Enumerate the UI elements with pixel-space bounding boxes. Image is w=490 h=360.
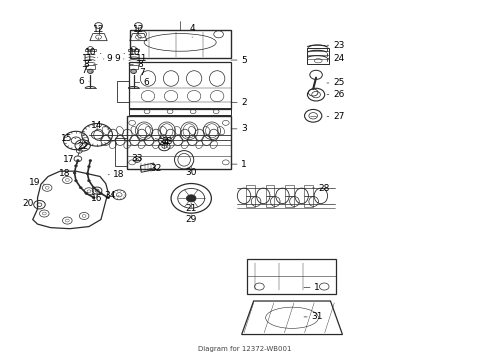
Bar [266, 196, 274, 207]
Text: 1: 1 [304, 283, 320, 292]
Circle shape [74, 180, 77, 182]
Text: 6: 6 [135, 78, 149, 87]
Bar [285, 196, 294, 207]
Text: 23: 23 [327, 41, 344, 50]
Text: 10: 10 [85, 48, 101, 57]
Circle shape [99, 192, 102, 194]
Text: 17: 17 [63, 155, 78, 164]
Text: 9: 9 [103, 54, 113, 63]
Text: 14: 14 [92, 121, 103, 130]
Text: Diagram for 12372-WB001: Diagram for 12372-WB001 [198, 346, 292, 352]
Bar [129, 62, 231, 109]
Circle shape [76, 159, 79, 162]
Text: 24: 24 [327, 54, 344, 63]
Text: 7: 7 [134, 68, 145, 77]
Text: 34: 34 [159, 139, 170, 149]
Text: 19: 19 [29, 178, 44, 187]
Text: 16: 16 [91, 193, 103, 203]
Bar [129, 108, 231, 115]
Circle shape [79, 187, 82, 189]
Text: 9: 9 [115, 54, 124, 63]
Text: 12: 12 [133, 24, 144, 38]
Bar [266, 185, 274, 196]
Text: 7: 7 [81, 66, 93, 75]
Bar [304, 185, 313, 196]
Bar [246, 196, 255, 207]
Circle shape [88, 180, 90, 182]
Bar [127, 116, 231, 170]
Bar [129, 66, 138, 69]
Circle shape [131, 69, 137, 73]
Circle shape [88, 166, 90, 168]
Text: 10: 10 [124, 48, 140, 57]
Circle shape [92, 197, 95, 199]
Circle shape [86, 172, 89, 175]
Bar [285, 185, 294, 196]
Text: 32: 32 [149, 164, 162, 173]
Text: 25: 25 [327, 78, 344, 87]
Text: 3: 3 [231, 124, 247, 133]
Circle shape [85, 192, 88, 194]
Text: 18: 18 [108, 170, 125, 179]
Text: 27: 27 [327, 112, 344, 121]
Circle shape [88, 69, 93, 73]
Text: 11: 11 [130, 54, 147, 63]
Text: 1: 1 [231, 159, 247, 168]
Circle shape [74, 165, 77, 167]
Bar [304, 196, 313, 207]
Text: 4: 4 [189, 24, 195, 37]
Text: 34: 34 [104, 192, 119, 201]
Bar [86, 66, 95, 69]
Text: 2: 2 [231, 98, 247, 107]
Text: 22: 22 [77, 141, 88, 151]
Text: 30: 30 [186, 167, 197, 177]
Bar [246, 185, 255, 196]
Circle shape [92, 187, 95, 189]
Bar [85, 49, 96, 51]
Text: 8: 8 [130, 60, 143, 69]
Circle shape [107, 197, 110, 199]
Text: 5: 5 [231, 55, 247, 64]
Text: 33: 33 [131, 154, 143, 163]
Text: 6: 6 [79, 77, 89, 86]
Text: 15: 15 [61, 134, 76, 143]
Text: 28: 28 [313, 184, 330, 193]
Circle shape [186, 195, 196, 202]
Bar [307, 48, 329, 64]
Text: 18: 18 [59, 169, 76, 178]
Circle shape [89, 159, 92, 162]
Text: 31: 31 [304, 312, 323, 321]
Text: 11: 11 [82, 54, 98, 63]
Bar [130, 30, 231, 58]
Text: 26: 26 [327, 90, 344, 99]
Text: 21: 21 [186, 203, 197, 213]
Circle shape [73, 172, 76, 174]
Text: 29: 29 [186, 215, 197, 224]
Text: 12: 12 [93, 24, 104, 39]
Text: 13: 13 [155, 137, 174, 146]
Bar [247, 259, 336, 294]
Text: 8: 8 [84, 60, 97, 69]
Text: 20: 20 [22, 199, 38, 208]
Bar [128, 49, 139, 51]
